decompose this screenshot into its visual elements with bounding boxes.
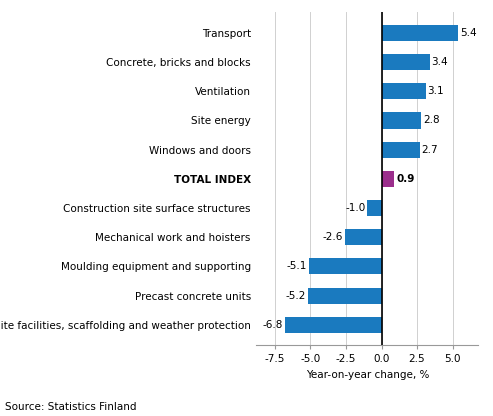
Text: 0.9: 0.9: [396, 174, 415, 184]
Bar: [345, 229, 382, 245]
Text: -2.6: -2.6: [322, 232, 343, 242]
Bar: [382, 25, 458, 41]
Bar: [382, 54, 430, 70]
Text: 2.7: 2.7: [422, 145, 438, 155]
Bar: [382, 112, 422, 129]
Text: -6.8: -6.8: [263, 320, 283, 330]
Bar: [382, 171, 394, 187]
Bar: [382, 142, 420, 158]
Bar: [285, 317, 382, 333]
Text: 3.1: 3.1: [427, 86, 444, 96]
Text: -1.0: -1.0: [345, 203, 366, 213]
Text: 2.8: 2.8: [423, 116, 440, 126]
Text: -5.1: -5.1: [287, 262, 307, 272]
Bar: [367, 200, 382, 216]
Bar: [308, 287, 382, 304]
Text: -5.2: -5.2: [285, 291, 306, 301]
Text: Source: Statistics Finland: Source: Statistics Finland: [5, 402, 137, 412]
Text: 3.4: 3.4: [431, 57, 448, 67]
Text: 5.4: 5.4: [460, 28, 477, 38]
X-axis label: Year-on-year change, %: Year-on-year change, %: [306, 370, 429, 380]
Bar: [382, 83, 425, 99]
Bar: [309, 258, 382, 275]
